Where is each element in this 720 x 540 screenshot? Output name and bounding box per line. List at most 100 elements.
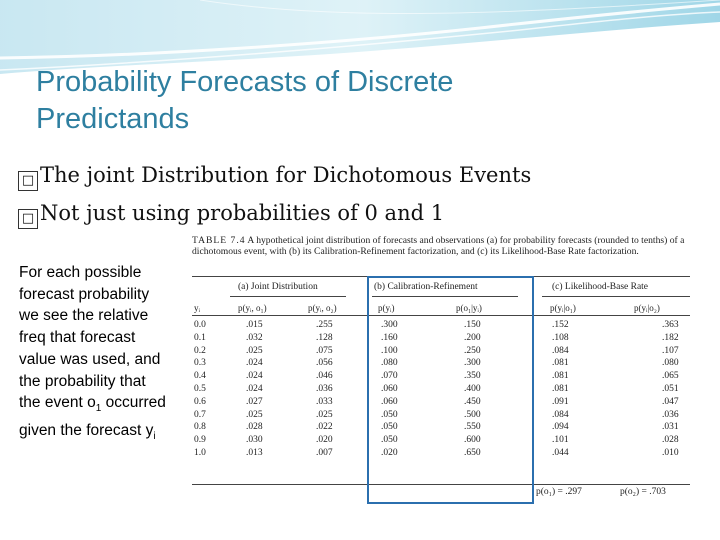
- table-cell: .056: [316, 358, 333, 369]
- column-p-o1-given-yi: .150 .200 .250 .300 .350.400 .450 .500 .550 .600…: [464, 319, 481, 460]
- bullet-text: The joint Distribution for Dichotomous E…: [40, 163, 532, 187]
- table-cell: .044: [552, 447, 569, 458]
- table-cell: .020: [316, 435, 333, 446]
- table-cell: .363: [662, 320, 679, 330]
- table-cell: .152: [552, 320, 569, 330]
- table-cell: .024: [246, 371, 263, 382]
- bullet-list: □ The joint Distribution for Dichotomous …: [18, 156, 708, 232]
- table-cell: .075: [316, 345, 333, 356]
- group-header: (b) Calibration-Refinement: [374, 282, 478, 292]
- column-header: yᵢ: [194, 303, 200, 313]
- bullet-marker-icon: □: [18, 209, 38, 229]
- table-cell: .015: [246, 320, 263, 330]
- bottom-rule: [192, 484, 690, 485]
- table-cell: .065: [662, 371, 679, 382]
- column-header: p(yᵢ, o₁): [238, 303, 267, 313]
- table-cell: 1.0: [194, 447, 206, 458]
- table-cell: .032: [246, 332, 263, 343]
- bullet-marker-icon: □: [18, 171, 38, 191]
- column-header: p(yᵢ|o₂): [634, 303, 660, 313]
- table-cell: .081: [552, 383, 569, 394]
- column-p-yi-o2: .255 .128 .075 .056 .046.036 .033 .025 .022 .020…: [316, 319, 333, 460]
- column-header: p(o₁|yᵢ): [456, 303, 482, 313]
- note-text: occurred given the forecast y: [19, 394, 166, 440]
- joint-distribution-table: TABLE 7.4 A hypothetical joint distribut…: [190, 235, 695, 504]
- group-rule: [372, 296, 518, 297]
- table-cell: .020: [381, 447, 398, 458]
- table-cell: .091: [552, 396, 569, 407]
- table-cell: .300: [381, 320, 398, 330]
- table-cell: .300: [464, 358, 481, 369]
- table-cell: .050: [381, 435, 398, 446]
- column-yi: 0.0 0.1 0.2 0.3 0.4 0.5 0.6 0.7 0.8 0.9 1.0: [194, 319, 206, 460]
- group-header: (c) Likelihood-Base Rate: [552, 282, 649, 292]
- bullet-item: □ Not just using probabilities of 0 and 1: [18, 194, 708, 232]
- table-cell: .031: [662, 422, 679, 433]
- table-cell: .081: [552, 358, 569, 369]
- table-caption-text: A hypothetical joint distribution of for…: [192, 235, 685, 257]
- table-cell: 0.3: [194, 358, 206, 369]
- table-cell: .200: [464, 332, 481, 343]
- table-cell: .025: [246, 345, 263, 356]
- table-cell: .046: [316, 371, 333, 382]
- table-cell: .500: [464, 409, 481, 420]
- table-cell: .182: [662, 332, 679, 343]
- table-cell: .028: [246, 422, 263, 433]
- table-cell: .050: [381, 409, 398, 420]
- table-cell: .350: [464, 371, 481, 382]
- column-p-yi-given-o1: .152.108.084.081.081.081.091.084.094.101…: [552, 319, 569, 460]
- table-cell: .024: [246, 383, 263, 394]
- table-cell: .047: [662, 396, 679, 407]
- table-cell: .081: [552, 371, 569, 382]
- bullet-item: □ The joint Distribution for Dichotomous …: [18, 156, 708, 194]
- table-caption-label: TABLE 7.4: [192, 235, 246, 246]
- table-cell: .024: [246, 358, 263, 369]
- base-rate-o2: p(o₂) = .703: [620, 487, 666, 497]
- column-header: p(yᵢ): [378, 303, 395, 313]
- header-wave-decoration: [0, 0, 720, 74]
- table-cell: .650: [464, 447, 481, 458]
- side-note: For each possible forecast probability w…: [19, 262, 167, 448]
- table-cell: .160: [381, 332, 398, 343]
- table-cell: .080: [662, 358, 679, 369]
- table-cell: .010: [662, 447, 679, 458]
- table-cell: 0.8: [194, 422, 206, 433]
- table-cell: .060: [381, 396, 398, 407]
- table-cell: .108: [552, 332, 569, 343]
- table-cell: .450: [464, 396, 481, 407]
- table-caption: TABLE 7.4 A hypothetical joint distribut…: [192, 235, 692, 258]
- column-p-yi-o1: .015.032.025.024.024.024.027.025.028.030…: [246, 319, 263, 460]
- table-cell: .128: [316, 332, 333, 343]
- table-cell: .025: [316, 409, 333, 420]
- note-subscript: 1: [95, 403, 102, 415]
- table-cell: .036: [316, 383, 333, 394]
- table-cell: 0.0: [194, 320, 206, 330]
- table-cell: .600: [464, 435, 481, 446]
- table-cell: .084: [552, 409, 569, 420]
- table-cell: .007: [316, 447, 333, 458]
- table-cell: 0.6: [194, 396, 206, 407]
- column-header: p(yᵢ|o₁): [550, 303, 576, 313]
- table-cell: 0.4: [194, 371, 206, 382]
- table-cell: .051: [662, 383, 679, 394]
- table-cell: .150: [464, 320, 481, 330]
- table-cell: .255: [316, 320, 333, 330]
- table-cell: .070: [381, 371, 398, 382]
- table-cell: 0.9: [194, 435, 206, 446]
- table-cell: 0.1: [194, 332, 206, 343]
- table-cell: 0.7: [194, 409, 206, 420]
- highlight-box: [367, 276, 534, 504]
- table-cell: .028: [662, 435, 679, 446]
- table-cell: .084: [552, 345, 569, 356]
- note-text: For each possible forecast probability w…: [19, 264, 161, 412]
- column-p-yi: .300.160.100.080.070.060.060.050.050.050…: [381, 319, 398, 460]
- table-cell: .013: [246, 447, 263, 458]
- bullet-text: Not just using probabilities of 0 and 1: [40, 201, 445, 225]
- slide-title: Probability Forecasts of Discrete Predic…: [36, 66, 454, 135]
- table-cell: .250: [464, 345, 481, 356]
- table-cell: .094: [552, 422, 569, 433]
- group-rule: [542, 296, 690, 297]
- table-cell: .400: [464, 383, 481, 394]
- table-cell: .036: [662, 409, 679, 420]
- group-rule: [230, 296, 346, 297]
